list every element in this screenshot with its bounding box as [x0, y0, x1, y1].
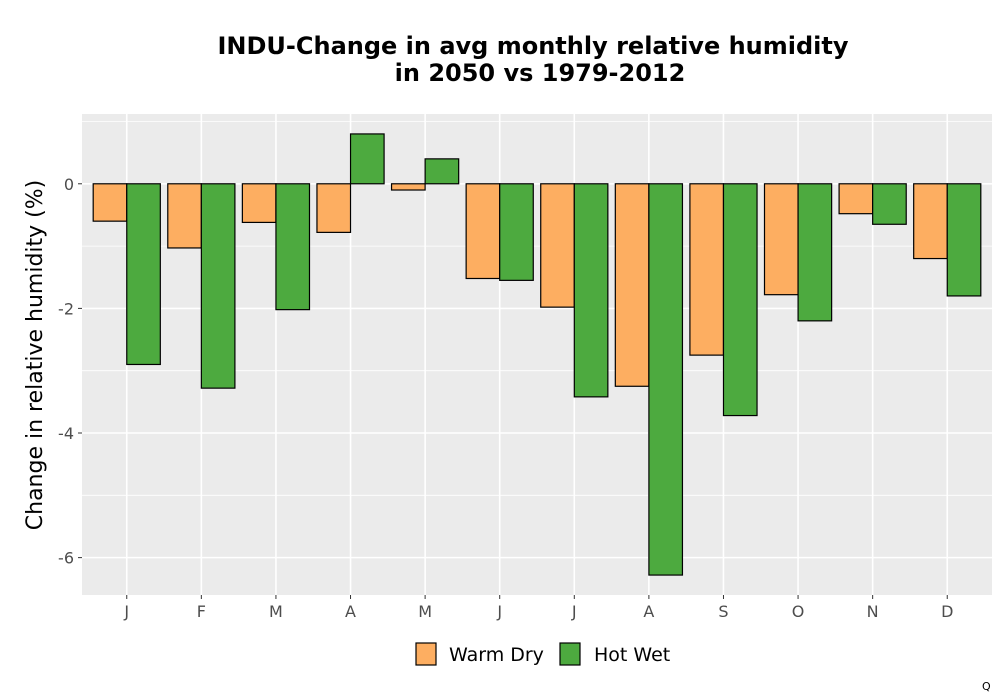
bar-hot-wet: [126, 183, 161, 366]
x-tick-label: O: [792, 602, 805, 621]
y-tick-label: 0: [64, 175, 74, 194]
bar-warm-dry: [390, 183, 426, 191]
bar-warm-dry: [241, 183, 277, 224]
bar-warm-dry: [614, 183, 650, 387]
chart-title-line-2: in 2050 vs 1979-2012: [395, 59, 686, 87]
bar-hot-wet: [275, 183, 311, 311]
x-tick-label: J: [123, 602, 129, 621]
bar-warm-dry: [540, 183, 575, 308]
bar-hot-wet: [872, 183, 907, 225]
corner-mark: Q: [982, 680, 991, 693]
bar-hot-wet: [722, 183, 758, 417]
legend: Warm Dry Hot Wet: [415, 642, 670, 666]
bar-hot-wet: [946, 183, 982, 297]
x-tick-label: J: [496, 602, 502, 621]
bar-warm-dry: [465, 183, 501, 280]
x-tick-label: D: [941, 602, 953, 621]
bar-hot-wet: [349, 133, 385, 185]
legend-label-warm-dry: Warm Dry: [449, 644, 544, 666]
bar-warm-dry: [689, 183, 725, 356]
x-tick-label: J: [571, 602, 577, 621]
bar-hot-wet: [573, 183, 609, 398]
chart-title-line-1: INDU-Change in avg monthly relative humi…: [217, 32, 848, 60]
x-tick-label: M: [269, 602, 283, 621]
bar-hot-wet: [424, 158, 460, 185]
bar-hot-wet: [797, 183, 833, 322]
bar-warm-dry: [92, 183, 128, 222]
bar-warm-dry: [763, 183, 799, 296]
x-tick-label: N: [867, 602, 879, 621]
bar-hot-wet: [499, 183, 534, 281]
legend-swatch-hot-wet: [559, 642, 581, 666]
x-tick-label: F: [197, 602, 206, 621]
x-tick-label: A: [643, 602, 654, 621]
y-tick-label: -4: [58, 424, 74, 443]
bars: [92, 133, 982, 576]
bar-warm-dry: [316, 183, 352, 233]
bar-warm-dry: [838, 183, 874, 215]
y-tick-label: -6: [58, 549, 74, 568]
y-axis-label: Change in relative humidity (%): [23, 180, 48, 530]
y-tick-label: -2: [58, 299, 74, 318]
bar-hot-wet: [200, 183, 236, 389]
bar-warm-dry: [167, 183, 202, 249]
bar-warm-dry: [913, 183, 948, 260]
x-tick-label: S: [718, 602, 728, 621]
y-axis-ticks: -6 -4 -2 0: [58, 175, 82, 568]
x-tick-label: M: [418, 602, 432, 621]
legend-label-hot-wet: Hot Wet: [594, 644, 670, 666]
bar-hot-wet: [648, 183, 684, 576]
x-tick-label: A: [345, 602, 356, 621]
legend-swatch-warm-dry: [415, 642, 437, 666]
